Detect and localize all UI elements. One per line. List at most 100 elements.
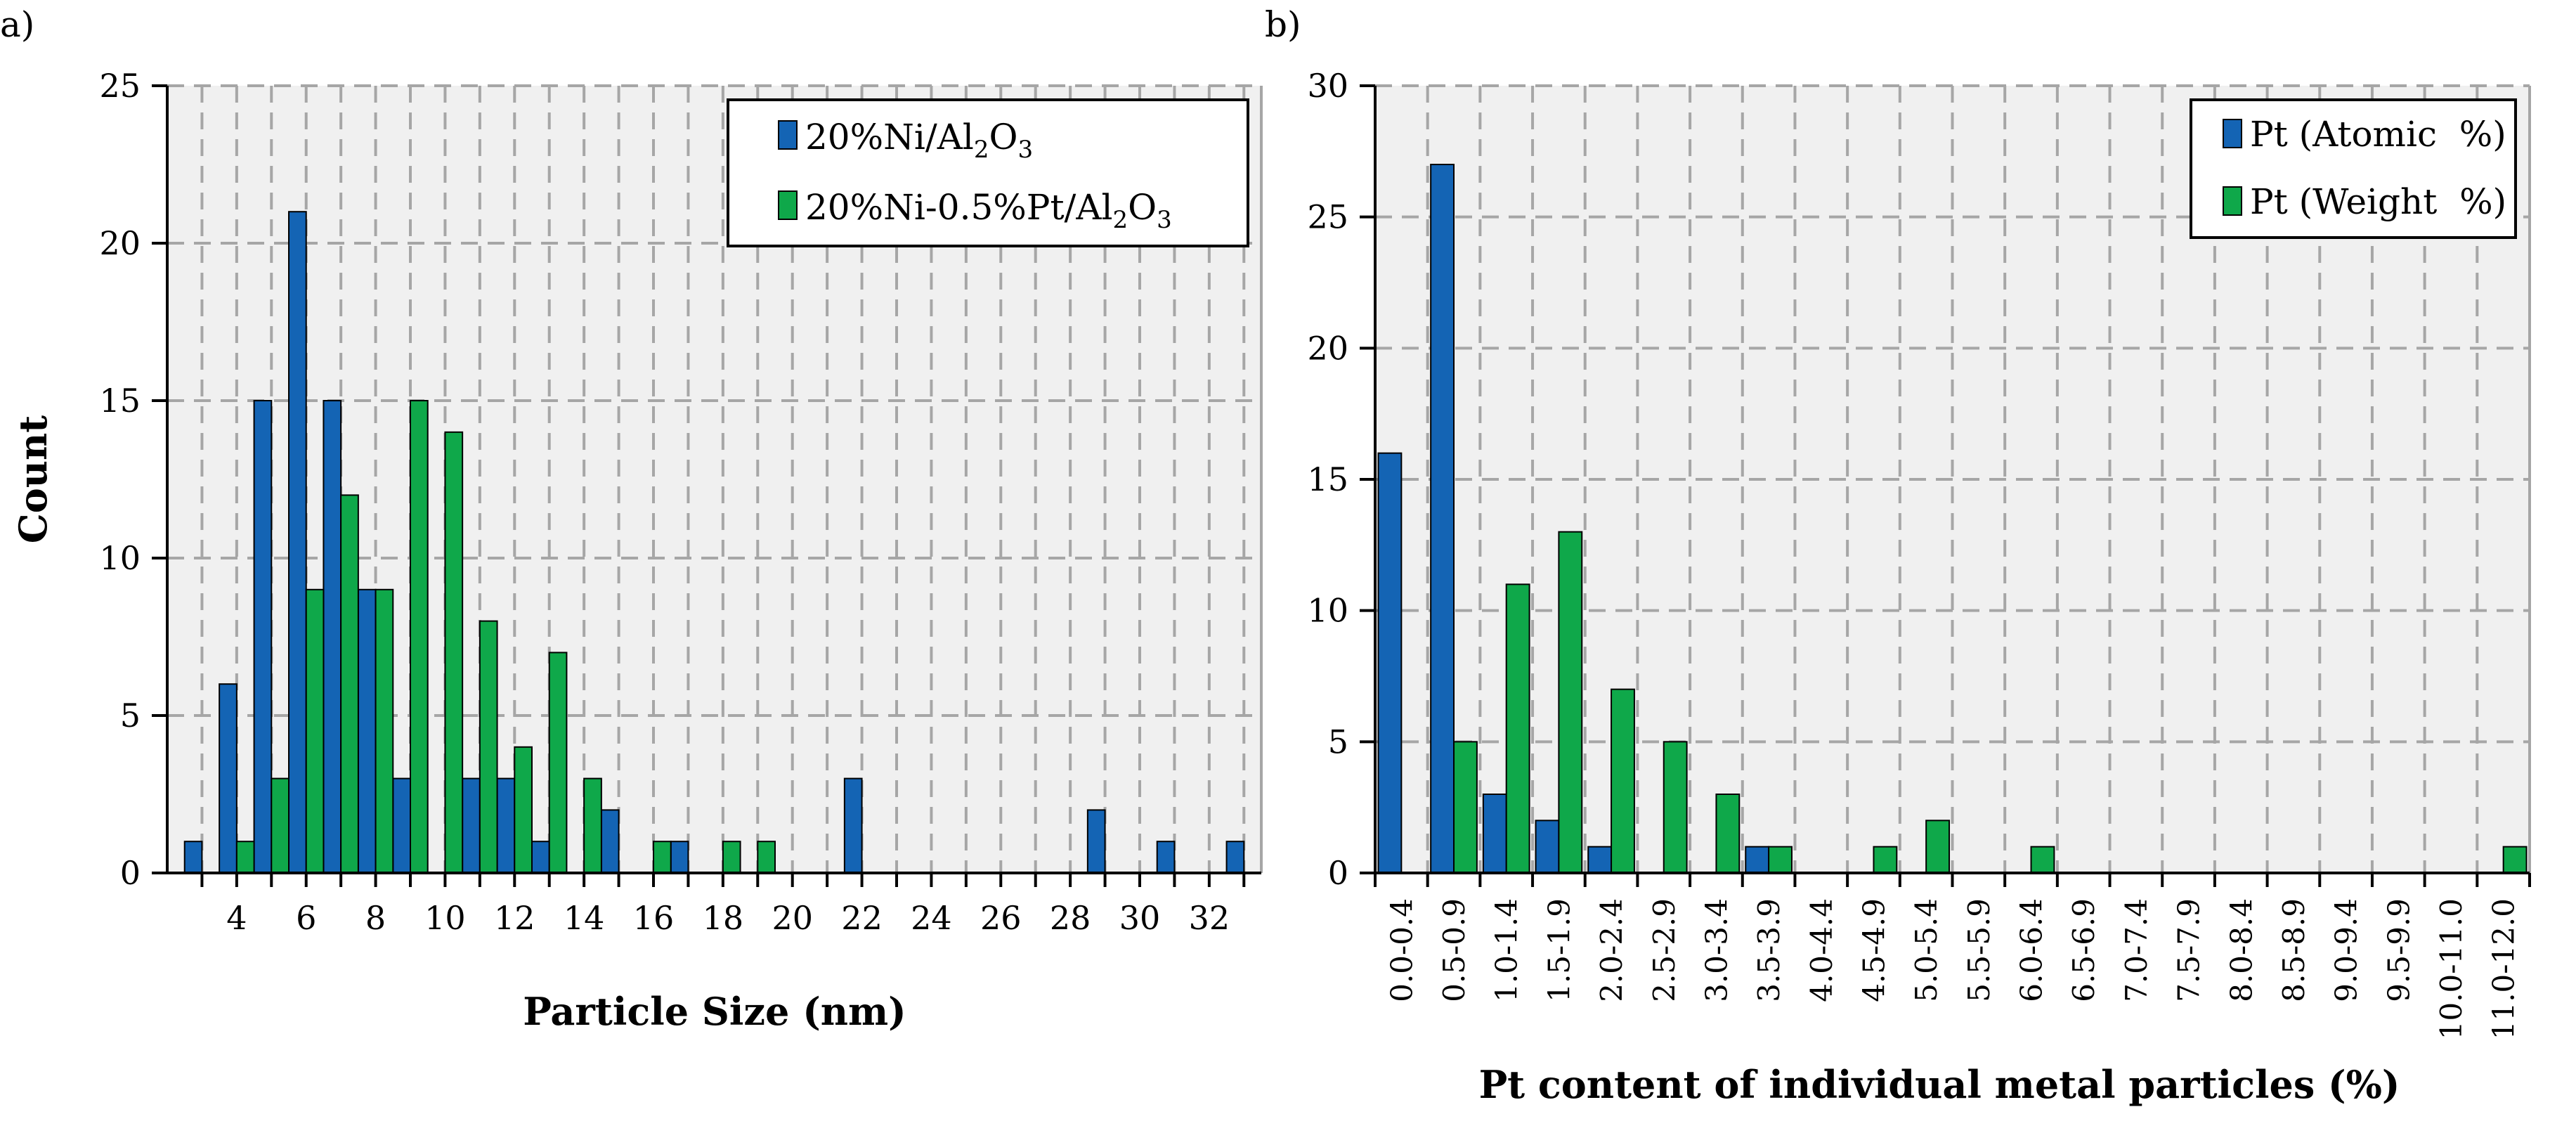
bar-weight-3.5-3.9 — [1768, 846, 1793, 874]
bar-nipt-11 — [479, 620, 498, 874]
y-tick-label: 30 — [1307, 67, 1348, 105]
bar-atomic-1.5-1.9 — [1535, 820, 1560, 874]
bar-nipt-9 — [410, 400, 429, 874]
panel-b-legend: Pt (Atomic %) Pt (Weight %) — [2190, 98, 2517, 239]
bar-nipt-8 — [375, 588, 394, 874]
bar-ni-11 — [462, 777, 481, 874]
bar-atomic-0.0-0.4 — [1377, 452, 1403, 874]
bar-weight-1.5-1.9 — [1558, 531, 1583, 874]
bar-weight-2.0-2.4 — [1611, 688, 1635, 874]
x-tick-label: 12 — [494, 899, 535, 937]
y-tick-label: 20 — [1307, 329, 1348, 367]
x-tick-label: 18 — [703, 899, 744, 937]
bar-ni-22 — [843, 777, 863, 874]
x-tick-label: 22 — [841, 899, 883, 937]
legend-swatch-series-b — [778, 190, 798, 220]
bar-ni-9 — [392, 777, 411, 874]
x-tick-label: 11.0-12.0 — [2487, 898, 2521, 1040]
bar-weight-2.5-2.9 — [1663, 741, 1688, 874]
bar-ni-33 — [1225, 841, 1245, 874]
bar-atomic-0.5-0.9 — [1430, 164, 1455, 874]
legend-label-series-a: 20%Ni/Al2O3 — [805, 117, 1033, 164]
bar-weight-11.0-12.0 — [2502, 846, 2528, 874]
panel-a-y-tick-labels: 0 5 10 15 20 25 — [99, 67, 141, 892]
bar-weight-3.0-3.4 — [1715, 794, 1741, 874]
legend-a2-prefix: 20%Ni-0.5%Pt/Al — [805, 187, 1112, 228]
x-tick-label: 6.5-6.9 — [2067, 898, 2101, 1002]
x-tick-label: 8 — [365, 899, 386, 937]
panel-a-x-axis-label: Particle Size (nm) — [523, 989, 906, 1034]
bar-nipt-19 — [757, 841, 776, 874]
bar-ni-7 — [323, 400, 342, 874]
x-tick-label: 9.0-9.4 — [2329, 898, 2364, 1002]
panel-b-axes — [1360, 84, 2531, 887]
bar-ni-29 — [1086, 809, 1106, 874]
x-tick-label: 7.5-7.9 — [2172, 898, 2206, 1002]
panel-b-legend-box — [2190, 98, 2517, 239]
bar-nipt-5 — [271, 777, 290, 874]
x-tick-label: 2.0-2.4 — [1594, 898, 1629, 1002]
bar-ni-4 — [219, 683, 238, 874]
x-tick-label: 32 — [1189, 899, 1230, 937]
bar-ni-6 — [288, 211, 307, 874]
bar-nipt-10 — [444, 431, 464, 874]
y-tick-label: 5 — [120, 697, 141, 735]
x-tick-label: 8.5-8.9 — [2277, 898, 2311, 1002]
bar-nipt-4 — [235, 841, 255, 874]
bar-nipt-16 — [653, 841, 672, 874]
x-tick-label: 6 — [296, 899, 316, 937]
panel-b-label: b) — [1265, 4, 1301, 45]
x-tick-label: 24 — [911, 899, 952, 937]
x-tick-label: 3.0-3.4 — [1699, 898, 1733, 1002]
panel-a-gridlines — [167, 84, 1263, 874]
legend-a2-sub1: 2 — [1112, 206, 1128, 234]
bar-ni-13 — [531, 841, 550, 874]
panel-a-axes — [152, 84, 1261, 887]
legend-label-series-b: 20%Ni-0.5%Pt/Al2O3 — [805, 187, 1172, 234]
x-tick-label: 8.0-8.4 — [2224, 898, 2258, 1002]
panel-a-y-axis-label: Count — [11, 415, 56, 544]
x-tick-label: 4.5-4.9 — [1856, 898, 1891, 1002]
bar-nipt-18 — [722, 841, 741, 874]
legend-a1-prefix: 20%Ni/Al — [805, 117, 974, 157]
y-tick-label: 10 — [1307, 592, 1348, 630]
panel-a-legend: 20%Ni/Al2O3 20%Ni-0.5%Pt/Al2O3 — [727, 98, 1249, 247]
bar-nipt-6 — [305, 588, 325, 874]
bar-weight-1.0-1.4 — [1505, 583, 1530, 874]
bar-ni-17 — [670, 841, 689, 874]
y-tick-label: 25 — [99, 67, 141, 105]
x-tick-label: 0.5-0.9 — [1437, 898, 1471, 1002]
legend-label-weight: Pt (Weight %) — [2250, 181, 2506, 222]
x-tick-label: 2.5-2.9 — [1647, 898, 1681, 1002]
x-tick-label: 26 — [980, 899, 1022, 937]
y-tick-label: 10 — [99, 539, 141, 577]
bar-weight-5.0-5.4 — [1925, 820, 1951, 874]
panel-a-legend-box — [727, 98, 1249, 247]
legend-swatch-atomic — [2223, 119, 2242, 148]
bar-ni-15 — [600, 809, 620, 874]
bar-ni-8 — [357, 588, 377, 874]
panel-b-x-tick-labels: 0.0-0.4 0.5-0.9 1.0-1.4 1.5-1.9 2.0-2.4 2.5-2… — [1384, 898, 2520, 1040]
bar-nipt-14 — [583, 777, 602, 874]
legend-a2-mid: O — [1128, 187, 1157, 228]
x-tick-label: 10 — [424, 899, 466, 937]
bar-ni-3 — [183, 841, 203, 874]
x-tick-label: 30 — [1119, 899, 1161, 937]
bar-nipt-7 — [340, 494, 359, 874]
legend-a1-sub2: 3 — [1017, 136, 1033, 164]
y-tick-label: 0 — [120, 854, 141, 892]
legend-a1-mid: O — [989, 117, 1017, 157]
x-tick-label: 4 — [226, 899, 247, 937]
legend-swatch-weight — [2223, 186, 2242, 216]
y-tick-label: 0 — [1328, 854, 1348, 892]
y-tick-label: 5 — [1328, 723, 1348, 761]
y-tick-label: 15 — [99, 382, 141, 420]
x-tick-label: 4.0-4.4 — [1804, 898, 1839, 1002]
x-tick-label: 20 — [772, 899, 813, 937]
panel-a-x-tick-labels: 4 6 8 10 12 14 16 18 20 22 24 26 28 30 32 — [226, 899, 1230, 937]
bar-weight-0.5-0.9 — [1453, 741, 1478, 874]
legend-a2-sub2: 3 — [1157, 206, 1172, 234]
